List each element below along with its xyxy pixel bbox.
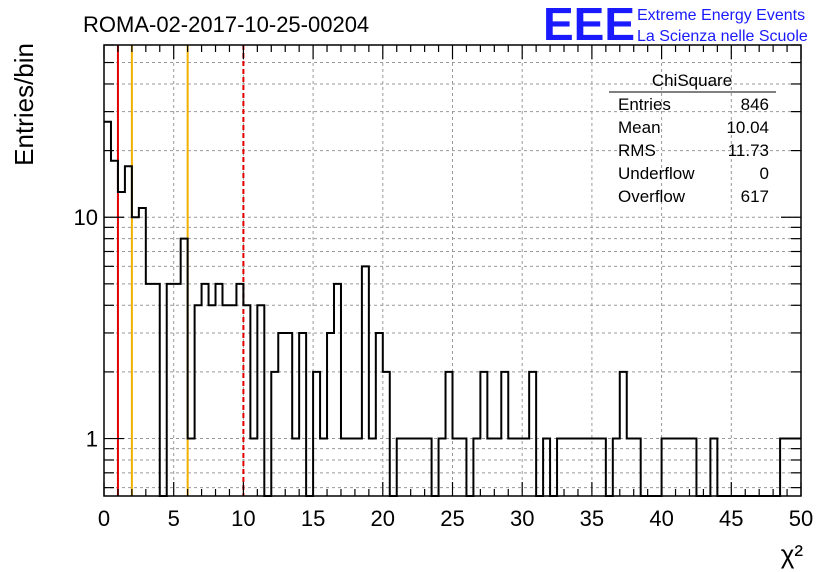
x-tick-label: 45: [719, 506, 743, 531]
stats-value: 11.73: [728, 141, 769, 160]
x-tick-label: 30: [510, 506, 534, 531]
x-tick-label: 5: [168, 506, 180, 531]
stats-label: RMS: [618, 141, 656, 160]
logo-line-2: La Scienza nelle Scuole: [637, 28, 808, 45]
axis-ticks: [103, 44, 802, 496]
x-tick-label: 40: [649, 506, 673, 531]
stats-box: ChiSquare Entries 846 Mean 10.04 RMS 11.73 Und…: [609, 71, 776, 206]
stats-value: 617: [741, 187, 769, 206]
x-tick-label: 35: [580, 506, 604, 531]
stats-label: Entries: [618, 95, 671, 114]
y-tick-label: 1: [86, 427, 98, 452]
stats-label: Overflow: [618, 187, 686, 206]
y-tick-label: 10: [74, 205, 98, 230]
logo-mark: EEE: [543, 0, 635, 50]
eee-logo: EEE Extreme Energy Events La Scienza nel…: [543, 0, 808, 50]
y-tick-labels: 1 10: [74, 205, 98, 451]
x-tick-label: 10: [231, 506, 255, 531]
x-tick-label: 20: [371, 506, 395, 531]
x-tick-label: 25: [440, 506, 464, 531]
chart-title: ROMA-02-2017-10-25-00204: [83, 12, 369, 37]
x-tick-label: 15: [301, 506, 325, 531]
stats-rows: Entries 846 Mean 10.04 RMS 11.73 Underflow 0 Ove…: [618, 95, 769, 206]
x-tick-label: 50: [789, 506, 813, 531]
logo-line-1: Extreme Energy Events: [637, 7, 805, 24]
stats-label: Mean: [618, 118, 661, 137]
x-tick-label: 0: [98, 506, 110, 531]
y-axis-title: Entries/bin: [9, 43, 39, 166]
stats-value: 0: [760, 164, 769, 183]
stats-value: 10.04: [726, 118, 769, 137]
x-axis-title: χ²: [781, 539, 804, 569]
x-tick-labels: 0 5 10 15 20 25 30 35 40 45 50: [98, 506, 813, 531]
stats-label: Underflow: [618, 164, 695, 183]
stats-value: 846: [741, 95, 769, 114]
stats-title: ChiSquare: [652, 71, 732, 90]
